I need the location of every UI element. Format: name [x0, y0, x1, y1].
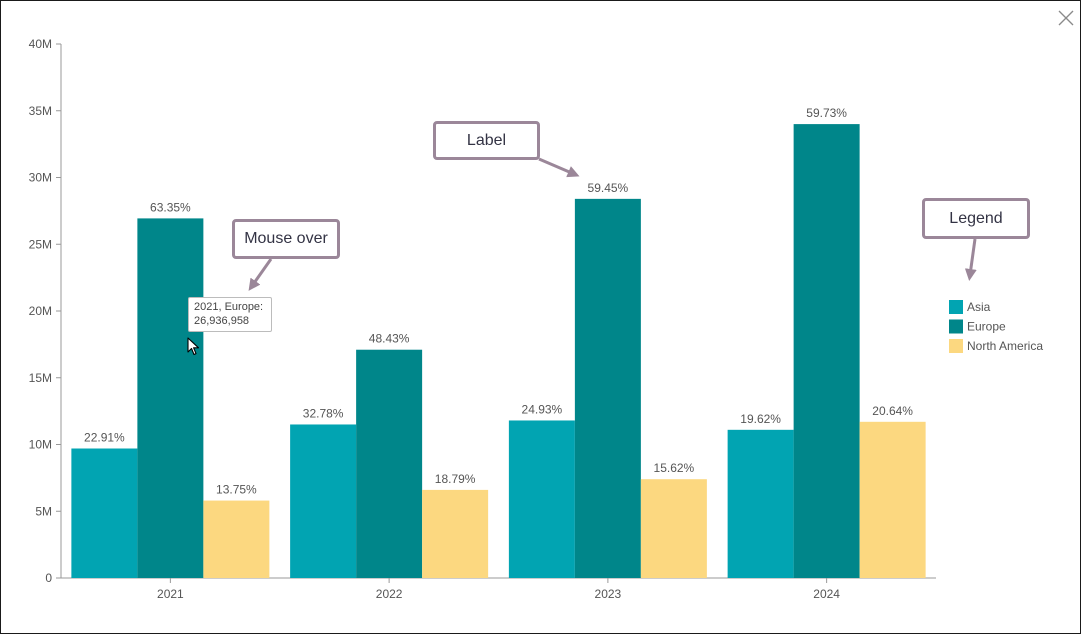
y-tick-label: 5M [35, 504, 52, 518]
y-tick-label: 15M [29, 371, 52, 385]
data-label-asia-2023: 24.93% [522, 402, 563, 416]
label-callout: Label [433, 121, 540, 160]
data-label-north-america-2023: 15.62% [654, 461, 695, 475]
y-axis: 0 5M 10M 15M 20M 25M 30M 35M 40M [29, 37, 62, 585]
data-label-north-america-2021: 13.75% [216, 483, 257, 497]
y-tick-label: 40M [29, 37, 52, 51]
legend-swatch-asia[interactable] [949, 300, 963, 314]
bar-europe-2021[interactable] [137, 218, 204, 579]
legend-swatch-europe[interactable] [949, 319, 963, 334]
bar-north-america-2021[interactable] [203, 500, 270, 578]
mouse-cursor-icon [187, 337, 200, 356]
bar-asia-2021[interactable] [71, 448, 138, 578]
x-tick-label: 2024 [813, 587, 840, 601]
data-label-asia-2021: 22.91% [84, 431, 125, 445]
x-tick-label: 2021 [157, 587, 184, 601]
data-label-europe-2023: 59.45% [588, 181, 629, 195]
y-tick-label: 0 [45, 571, 52, 585]
close-icon [1058, 10, 1074, 26]
bar-labels: 22.91% 63.35% 13.75% 32.78% 48.43% 18.79% 24.9… [84, 106, 913, 496]
bar-europe-2022[interactable] [356, 349, 423, 578]
label-arrow [538, 157, 580, 178]
bar-asia-2024[interactable] [727, 429, 794, 578]
legend-label-north-america[interactable]: North America [967, 339, 1043, 353]
x-axis: 2021 2022 2023 2024 [61, 577, 936, 601]
mouse-over-arrow [248, 258, 273, 291]
bar-north-america-2022[interactable] [422, 489, 489, 578]
legend-label-asia[interactable]: Asia [967, 300, 991, 314]
bar-tooltip: 2021, Europe: 26,936,958 [188, 297, 272, 332]
y-tick-label: 25M [29, 237, 52, 251]
bars [71, 124, 926, 579]
legend-callout-text: Legend [949, 210, 1003, 227]
legend-callout: Legend [922, 198, 1030, 239]
data-label-north-america-2024: 20.64% [872, 404, 913, 418]
data-label-north-america-2022: 18.79% [435, 472, 476, 486]
callout-arrows [248, 157, 977, 291]
mouse-over-callout: Mouse over [232, 219, 340, 259]
legend: Asia Europe North America [949, 300, 1043, 353]
data-label-europe-2022: 48.43% [369, 332, 410, 346]
y-tick-label: 30M [29, 171, 52, 185]
x-tick-label: 2022 [376, 587, 403, 601]
tooltip-line-2: 26,936,958 [194, 315, 250, 327]
bar-europe-2024[interactable] [793, 124, 860, 578]
legend-arrow [964, 238, 977, 281]
y-tick-label: 10M [29, 438, 52, 452]
bar-north-america-2024[interactable] [859, 421, 926, 578]
legend-swatch-north-america[interactable] [949, 339, 963, 353]
bar-asia-2022[interactable] [290, 424, 357, 578]
label-callout-text: Label [466, 132, 507, 149]
data-label-europe-2024: 59.73% [806, 106, 847, 120]
close-button[interactable] [1055, 7, 1077, 29]
data-label-europe-2021: 63.35% [150, 200, 191, 214]
tooltip-line-1: 2021, Europe: [194, 301, 264, 313]
bar-europe-2023[interactable] [574, 198, 641, 579]
y-tick-label: 20M [29, 304, 52, 318]
y-tick-label: 35M [29, 104, 52, 118]
mouse-over-callout-text: Mouse over [244, 230, 328, 247]
bar-north-america-2023[interactable] [640, 479, 707, 578]
data-label-asia-2022: 32.78% [303, 406, 344, 420]
bar-asia-2023[interactable] [508, 420, 575, 578]
legend-label-europe[interactable]: Europe [967, 320, 1006, 334]
x-tick-label: 2023 [595, 587, 622, 601]
data-label-asia-2024: 19.62% [740, 412, 781, 426]
